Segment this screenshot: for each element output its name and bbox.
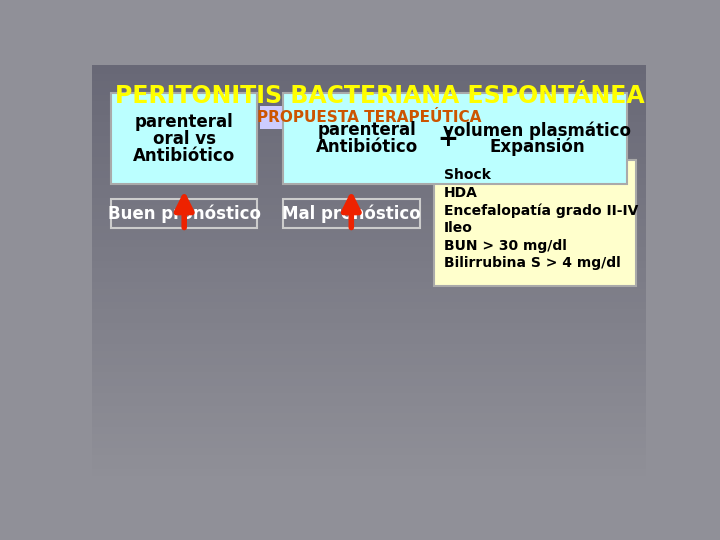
Bar <box>92 85 647 92</box>
Bar <box>92 300 647 307</box>
Bar <box>92 265 647 273</box>
Bar <box>92 106 647 113</box>
Text: PERITONITIS BACTERIANA ESPONTÁNEA: PERITONITIS BACTERIANA ESPONTÁNEA <box>115 84 644 107</box>
Bar <box>92 466 647 474</box>
Bar <box>92 251 647 259</box>
Bar <box>92 168 647 176</box>
Bar <box>92 126 647 134</box>
Bar <box>92 438 647 446</box>
Bar <box>92 189 647 197</box>
Bar <box>92 320 647 328</box>
Bar <box>92 119 647 127</box>
Bar <box>283 199 420 228</box>
Bar <box>92 334 647 342</box>
Bar <box>92 286 647 294</box>
Bar <box>92 417 647 425</box>
Bar <box>92 210 647 217</box>
Bar <box>92 147 647 155</box>
Text: PROPUESTA TERAPEÚTICA: PROPUESTA TERAPEÚTICA <box>257 110 481 125</box>
Bar <box>92 362 647 370</box>
Text: Mal pronóstico: Mal pronóstico <box>282 204 420 222</box>
Text: BUN > 30 mg/dl: BUN > 30 mg/dl <box>444 239 567 253</box>
Bar <box>92 154 647 162</box>
Bar <box>92 272 647 280</box>
Text: Shock: Shock <box>444 168 490 182</box>
Bar <box>92 182 647 190</box>
Bar <box>283 93 627 184</box>
Text: Expansión: Expansión <box>489 138 585 157</box>
Bar <box>92 397 647 404</box>
Text: parenteral: parenteral <box>318 122 417 139</box>
Bar <box>92 175 647 183</box>
Text: Antibiótico: Antibiótico <box>316 138 418 156</box>
Text: +: + <box>438 127 459 151</box>
Bar <box>92 161 647 168</box>
Bar <box>92 244 647 252</box>
Bar <box>92 64 647 72</box>
Text: Encefalopatía grado II-IV: Encefalopatía grado II-IV <box>444 203 638 218</box>
Text: Buen pronóstico: Buen pronóstico <box>108 204 261 222</box>
Bar <box>92 92 647 99</box>
Bar <box>92 383 647 390</box>
Text: oral vs: oral vs <box>153 130 216 148</box>
Bar <box>92 410 647 418</box>
Bar <box>92 133 647 141</box>
Bar <box>92 99 647 106</box>
Bar <box>92 403 647 411</box>
Bar <box>92 424 647 432</box>
Text: volumen plasmático: volumen plasmático <box>443 121 631 139</box>
Bar <box>92 279 647 287</box>
Bar <box>92 314 647 321</box>
Bar <box>92 307 647 314</box>
Bar <box>92 355 647 363</box>
FancyBboxPatch shape <box>434 159 636 286</box>
Bar <box>92 445 647 453</box>
Bar <box>92 258 647 266</box>
Bar <box>92 341 647 349</box>
Bar <box>92 78 647 85</box>
Bar <box>92 71 647 79</box>
Bar <box>92 237 647 245</box>
Bar <box>92 431 647 439</box>
Bar <box>92 140 647 148</box>
Bar <box>111 93 257 184</box>
Bar <box>92 202 647 211</box>
Bar <box>92 112 647 120</box>
Bar <box>92 459 647 467</box>
Bar <box>92 293 647 300</box>
Bar <box>92 452 647 460</box>
FancyBboxPatch shape <box>261 106 477 129</box>
Text: Bilirrubina S > 4 mg/dl: Bilirrubina S > 4 mg/dl <box>444 256 621 271</box>
Bar <box>92 224 647 231</box>
Bar <box>92 376 647 383</box>
Text: Ileo: Ileo <box>444 221 472 235</box>
Bar <box>92 390 647 397</box>
Bar <box>92 369 647 377</box>
Bar <box>92 473 647 481</box>
Text: Antibiótico: Antibiótico <box>133 147 235 165</box>
Bar <box>92 327 647 335</box>
Bar <box>92 195 647 204</box>
Bar <box>111 199 257 228</box>
Bar <box>92 348 647 356</box>
Bar <box>92 217 647 224</box>
Bar <box>92 231 647 238</box>
Text: parenteral: parenteral <box>135 113 233 131</box>
Text: HDA: HDA <box>444 186 477 200</box>
